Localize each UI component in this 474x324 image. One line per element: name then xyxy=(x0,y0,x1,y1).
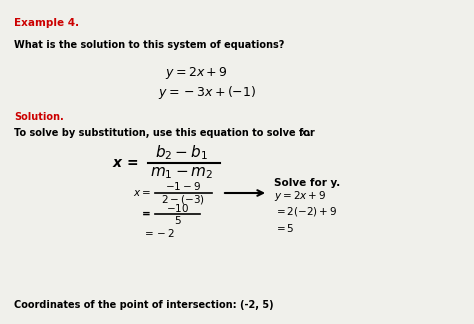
Text: $5$: $5$ xyxy=(174,214,182,226)
Text: $\boldsymbol{x}$ =: $\boldsymbol{x}$ = xyxy=(112,156,138,170)
Text: $b_2 - b_1$: $b_2 - b_1$ xyxy=(155,144,209,162)
Text: $= -2$: $= -2$ xyxy=(142,227,175,239)
Text: $y = 2x + 9$: $y = 2x + 9$ xyxy=(165,65,228,81)
Text: What is the solution to this system of equations?: What is the solution to this system of e… xyxy=(14,40,284,50)
Text: $y = 2x + 9$: $y = 2x + 9$ xyxy=(274,189,327,203)
Text: $2-(-3)$: $2-(-3)$ xyxy=(161,193,205,206)
Text: Coordinates of the point of intersection: (-2, 5): Coordinates of the point of intersection… xyxy=(14,300,273,310)
Text: $-10$: $-10$ xyxy=(166,202,190,214)
Text: Solution.: Solution. xyxy=(14,112,64,122)
Text: Solve for y.: Solve for y. xyxy=(274,178,340,188)
Text: =: = xyxy=(142,209,151,219)
Text: $= 5$: $= 5$ xyxy=(274,222,294,234)
Text: $m_1 - m_2$: $m_1 - m_2$ xyxy=(150,165,214,181)
Text: $y = -3x + (-1)$: $y = -3x + (-1)$ xyxy=(158,84,256,101)
Text: $x$.: $x$. xyxy=(300,128,311,138)
Text: $= 2(-2)+9$: $= 2(-2)+9$ xyxy=(274,205,337,218)
Text: To solve by substitution, use this equation to solve for: To solve by substitution, use this equat… xyxy=(14,128,318,138)
Text: Example 4.: Example 4. xyxy=(14,18,79,28)
Text: $x = $: $x = $ xyxy=(133,188,151,198)
Text: $-1-9$: $-1-9$ xyxy=(165,180,201,192)
